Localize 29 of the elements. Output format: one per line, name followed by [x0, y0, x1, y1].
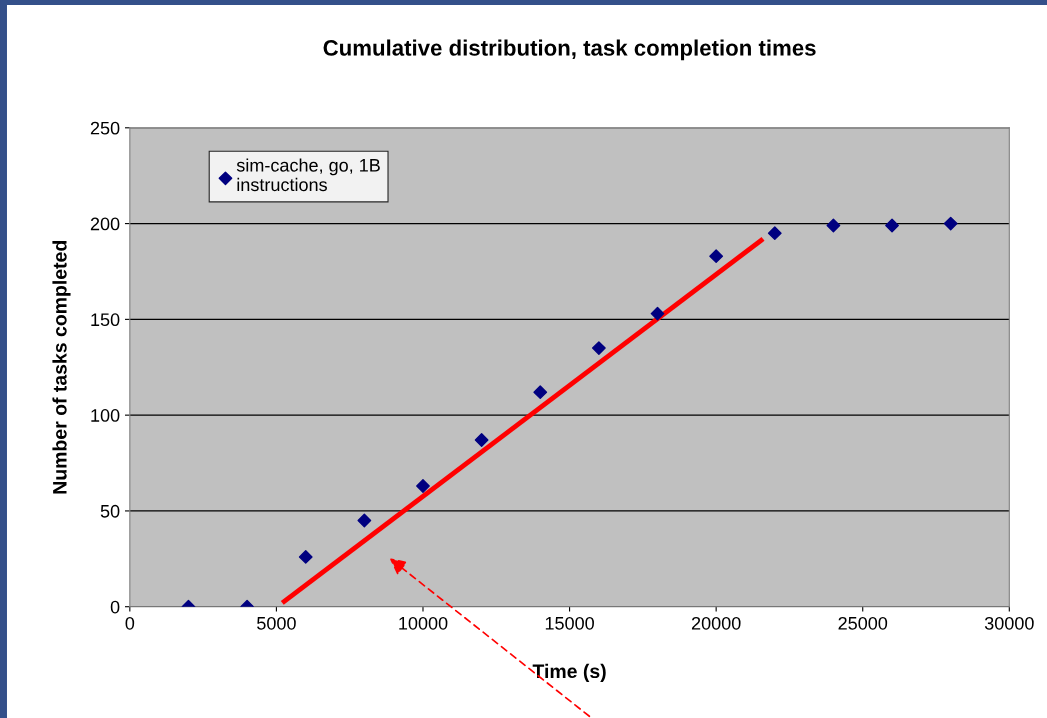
point — [709, 249, 724, 264]
point — [591, 341, 606, 356]
chart-title: Cumulative distribution, task completion times — [323, 39, 816, 61]
legend-label: sim-cache, go, 1B instructions — [236, 158, 380, 192]
point — [416, 479, 430, 493]
point — [474, 433, 489, 447]
x-tick-label: 5000 — [257, 616, 296, 630]
y-tick-label: 100 — [91, 409, 120, 422]
point — [943, 216, 958, 231]
y-tick-label: 250 — [90, 121, 120, 135]
point — [533, 385, 548, 400]
point — [767, 226, 782, 241]
x-tick-label: 20000 — [691, 616, 741, 630]
point — [357, 513, 372, 528]
y-tick-label: 0 — [110, 600, 120, 614]
y-axis-title: Number of tasks completed — [52, 241, 71, 494]
point — [826, 218, 841, 233]
x-tick-label: 0 — [125, 616, 135, 630]
x-tick-label: 10000 — [399, 616, 448, 630]
point — [650, 306, 665, 321]
y-tick-label: 50 — [100, 504, 120, 518]
point — [885, 218, 899, 233]
point — [298, 549, 313, 564]
y-tick-label: 150 — [91, 313, 120, 327]
x-tick-label: 25000 — [838, 616, 888, 630]
y-tick-label: 200 — [90, 217, 120, 231]
x-tick-label: 30000 — [984, 616, 1034, 630]
x-axis-title: Time (s) — [532, 663, 606, 682]
x-tick-label: 15000 — [545, 616, 594, 630]
